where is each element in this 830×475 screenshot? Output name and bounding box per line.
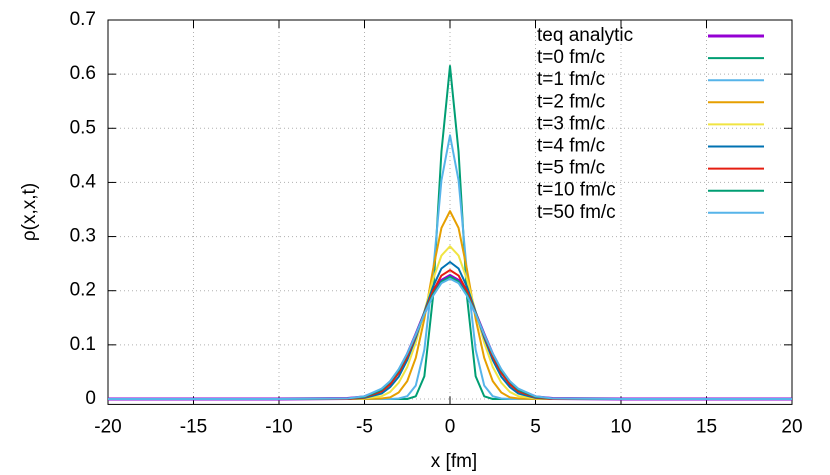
x-tick-label: 10 — [610, 416, 631, 437]
x-tick-label: -5 — [356, 416, 373, 437]
plot-frame — [107, 19, 793, 405]
legend-label: t=4 fm/c — [537, 136, 605, 157]
legend-label: teq analytic — [537, 25, 633, 46]
legend-label: t=1 fm/c — [537, 69, 605, 90]
y-tick-label: 0.3 — [70, 226, 96, 247]
legend-label: t=10 fm/c — [537, 180, 616, 201]
y-tick-label: 0.2 — [70, 280, 96, 301]
series-line — [108, 134, 792, 400]
x-tick-label: 0 — [445, 416, 456, 437]
x-axis-label: x [fm] — [431, 451, 477, 472]
y-tick-label: 0.6 — [70, 63, 96, 84]
legend-label: t=50 fm/c — [537, 202, 616, 223]
series-line — [108, 269, 792, 400]
legend-label: t=0 fm/c — [537, 47, 605, 68]
legend-label: t=5 fm/c — [537, 158, 605, 179]
y-tick-label: 0 — [85, 388, 96, 409]
y-tick-label: 0.7 — [70, 9, 96, 30]
x-tick-label: -10 — [265, 416, 292, 437]
x-tick-label: -15 — [180, 416, 207, 437]
x-tick-label: 15 — [696, 416, 717, 437]
series-line — [108, 210, 792, 400]
x-tick-label: 20 — [781, 416, 802, 437]
legend-label: t=3 fm/c — [537, 113, 605, 134]
legend-label: t=2 fm/c — [537, 91, 605, 112]
series-line — [108, 245, 792, 400]
y-tick-label: 0.1 — [70, 334, 96, 355]
y-tick-label: 0.4 — [70, 171, 97, 192]
x-tick-label: 5 — [530, 416, 541, 437]
x-tick-label: -20 — [94, 416, 121, 437]
series-line — [108, 261, 792, 400]
y-axis-label: ρ(x,x,t) — [19, 183, 40, 241]
series-line — [108, 277, 792, 400]
y-tick-label: 0.5 — [70, 117, 96, 138]
